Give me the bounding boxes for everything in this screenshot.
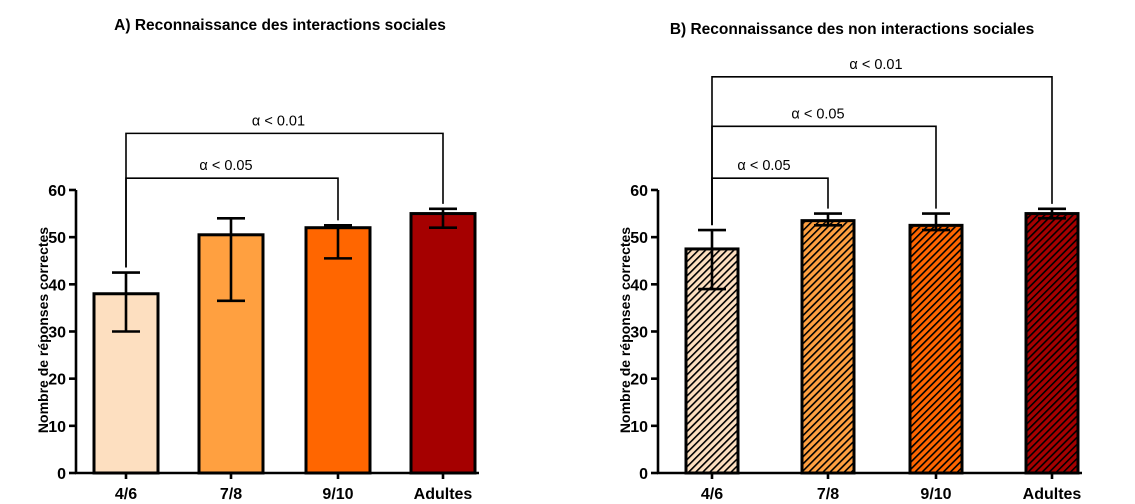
y-tick-label: 40 [630,277,648,294]
significance-label: α < 0.01 [252,113,305,129]
y-tick-label: 50 [48,230,66,247]
chart-title: A) Reconnaissance des interactions socia… [114,17,446,34]
bar-Adultes [409,212,477,475]
significance-label: α < 0.01 [849,57,902,73]
y-tick-label: 40 [48,277,66,294]
y-tick-label: 30 [630,324,648,341]
y-tick-label: 20 [630,372,648,389]
y-tick-label: 0 [57,466,66,483]
y-tick-label: 30 [48,324,66,341]
y-tick-label: 50 [630,230,648,247]
x-tick-label: 4/6 [701,486,723,503]
bar-hatch [1027,215,1077,472]
significance-bracket [125,132,444,268]
y-axis-label: Nombre de réponses correctes [617,227,633,433]
significance-label: α < 0.05 [199,158,252,174]
x-tick-label: Adultes [414,486,473,503]
bar-910 [304,226,372,475]
chart-title: B) Reconnaissance des non interactions s… [670,21,1034,38]
y-tick-label: 10 [48,419,66,436]
y-tick-label: 0 [639,466,648,483]
x-tick-label: 7/8 [220,486,242,503]
x-tick-label: 9/10 [920,486,951,503]
x-tick-label: 4/6 [115,486,137,503]
y-tick-label: 60 [48,183,66,200]
y-axis-label: Nombre de réponses correctes [35,227,51,433]
y-tick-label: 60 [630,183,648,200]
y-tick-label: 10 [630,419,648,436]
panel-a: A) Reconnaissance des interactions socia… [35,17,479,503]
significance-label: α < 0.05 [791,106,844,122]
bar-hatch [803,222,853,472]
x-tick-label: 7/8 [817,486,839,503]
x-tick-label: 9/10 [322,486,353,503]
x-tick-label: Adultes [1023,486,1082,503]
bar-hatch [911,226,961,472]
significance-bracket [711,177,829,226]
significance-bracket [711,125,937,226]
significance-bracket [711,75,1053,226]
significance-label: α < 0.05 [737,158,790,174]
y-tick-label: 20 [48,372,66,389]
panel-b: B) Reconnaissance des non interactions s… [617,21,1082,503]
